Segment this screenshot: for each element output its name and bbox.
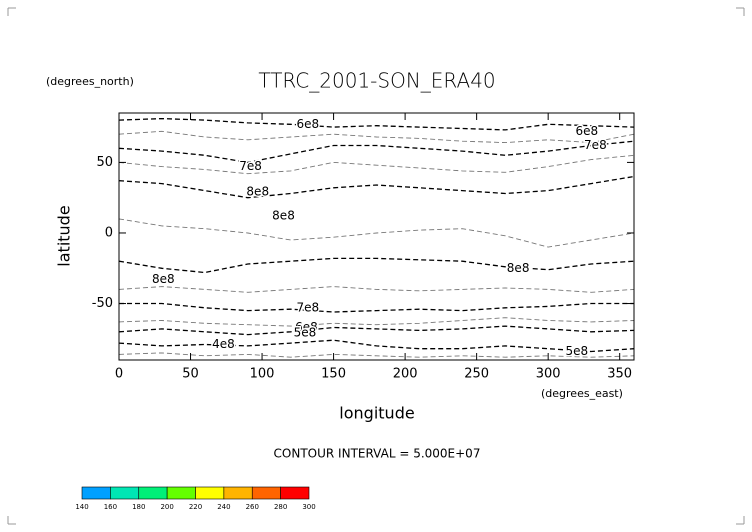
- colorbar-box: [251, 486, 281, 500]
- x-tick-label: 150: [321, 367, 346, 382]
- contour-line: [118, 257, 635, 274]
- y-units: (degrees_north): [46, 75, 134, 88]
- colorbar-box: [138, 486, 168, 500]
- colorbar-label: 280: [274, 503, 287, 511]
- colorbar-label: 140: [75, 503, 88, 511]
- contour-line: [118, 325, 635, 336]
- contour-info: CONTOUR INTERVAL = 5.000E+07: [274, 447, 481, 461]
- contour-label: 6e8: [297, 117, 320, 131]
- contour-line: [118, 140, 635, 164]
- x-tick-label: 200: [393, 367, 418, 382]
- plot-frame: [118, 112, 635, 361]
- colorbar-label: 260: [246, 503, 259, 511]
- contour-line: [118, 218, 635, 248]
- contour-label: 5e8: [565, 344, 588, 358]
- colorbar-box: [81, 486, 111, 500]
- colorbar-label: 160: [104, 503, 117, 511]
- contour-line: [118, 352, 635, 358]
- chart-title: TTRC_2001-SON_ERA40: [258, 69, 495, 93]
- colorbar-label: 300: [302, 503, 315, 511]
- colorbar-label: 240: [217, 503, 230, 511]
- contour-label: 7e8: [297, 300, 320, 314]
- x-tick-label: 50: [182, 367, 199, 382]
- x-tick-label: 350: [607, 367, 632, 382]
- x-units: (degrees_east): [541, 387, 623, 400]
- contour-label: 4e8: [212, 337, 235, 351]
- contour-label: 6e8: [295, 320, 318, 334]
- y-tick-label: 0: [105, 225, 113, 240]
- contour-label: 8e8: [507, 261, 530, 275]
- x-tick-label: 250: [464, 367, 489, 382]
- contour-label: 7e8: [584, 138, 607, 152]
- x-axis-label: longitude: [339, 404, 414, 423]
- contour-label: 8e8: [152, 272, 175, 286]
- x-tick-label: 100: [250, 367, 275, 382]
- contour-line: [119, 302, 634, 313]
- colorbar-box: [280, 486, 310, 500]
- contour-line: [118, 339, 635, 353]
- colorbar-box: [110, 486, 140, 500]
- contour-label: 5e8: [294, 326, 317, 340]
- corner-marks: [7, 7, 745, 525]
- colorbar-box: [166, 486, 196, 500]
- contour-line: [118, 317, 635, 327]
- contour-label: 7e8: [239, 159, 262, 173]
- contour-label: 8e8: [272, 209, 295, 223]
- x-tick-label: 300: [536, 367, 561, 382]
- colorbar-label: 220: [189, 503, 202, 511]
- x-tick-label: 0: [115, 367, 123, 382]
- contour-label: 6e8: [575, 124, 598, 138]
- colorbar-label: 200: [160, 503, 173, 511]
- y-tick-label: 50: [96, 155, 113, 170]
- contour-line: [118, 154, 635, 175]
- contour-line: [118, 175, 635, 199]
- contour-line: [118, 286, 635, 293]
- colorbar-box: [195, 486, 225, 500]
- y-tick-label: -50: [92, 296, 113, 311]
- y-axis-label: latitude: [55, 205, 74, 266]
- colorbar-box: [223, 486, 253, 500]
- contour-line: [118, 130, 635, 144]
- contour-label: 8e8: [246, 185, 269, 199]
- colorbar-label: 180: [132, 503, 145, 511]
- contour-line: [118, 117, 635, 131]
